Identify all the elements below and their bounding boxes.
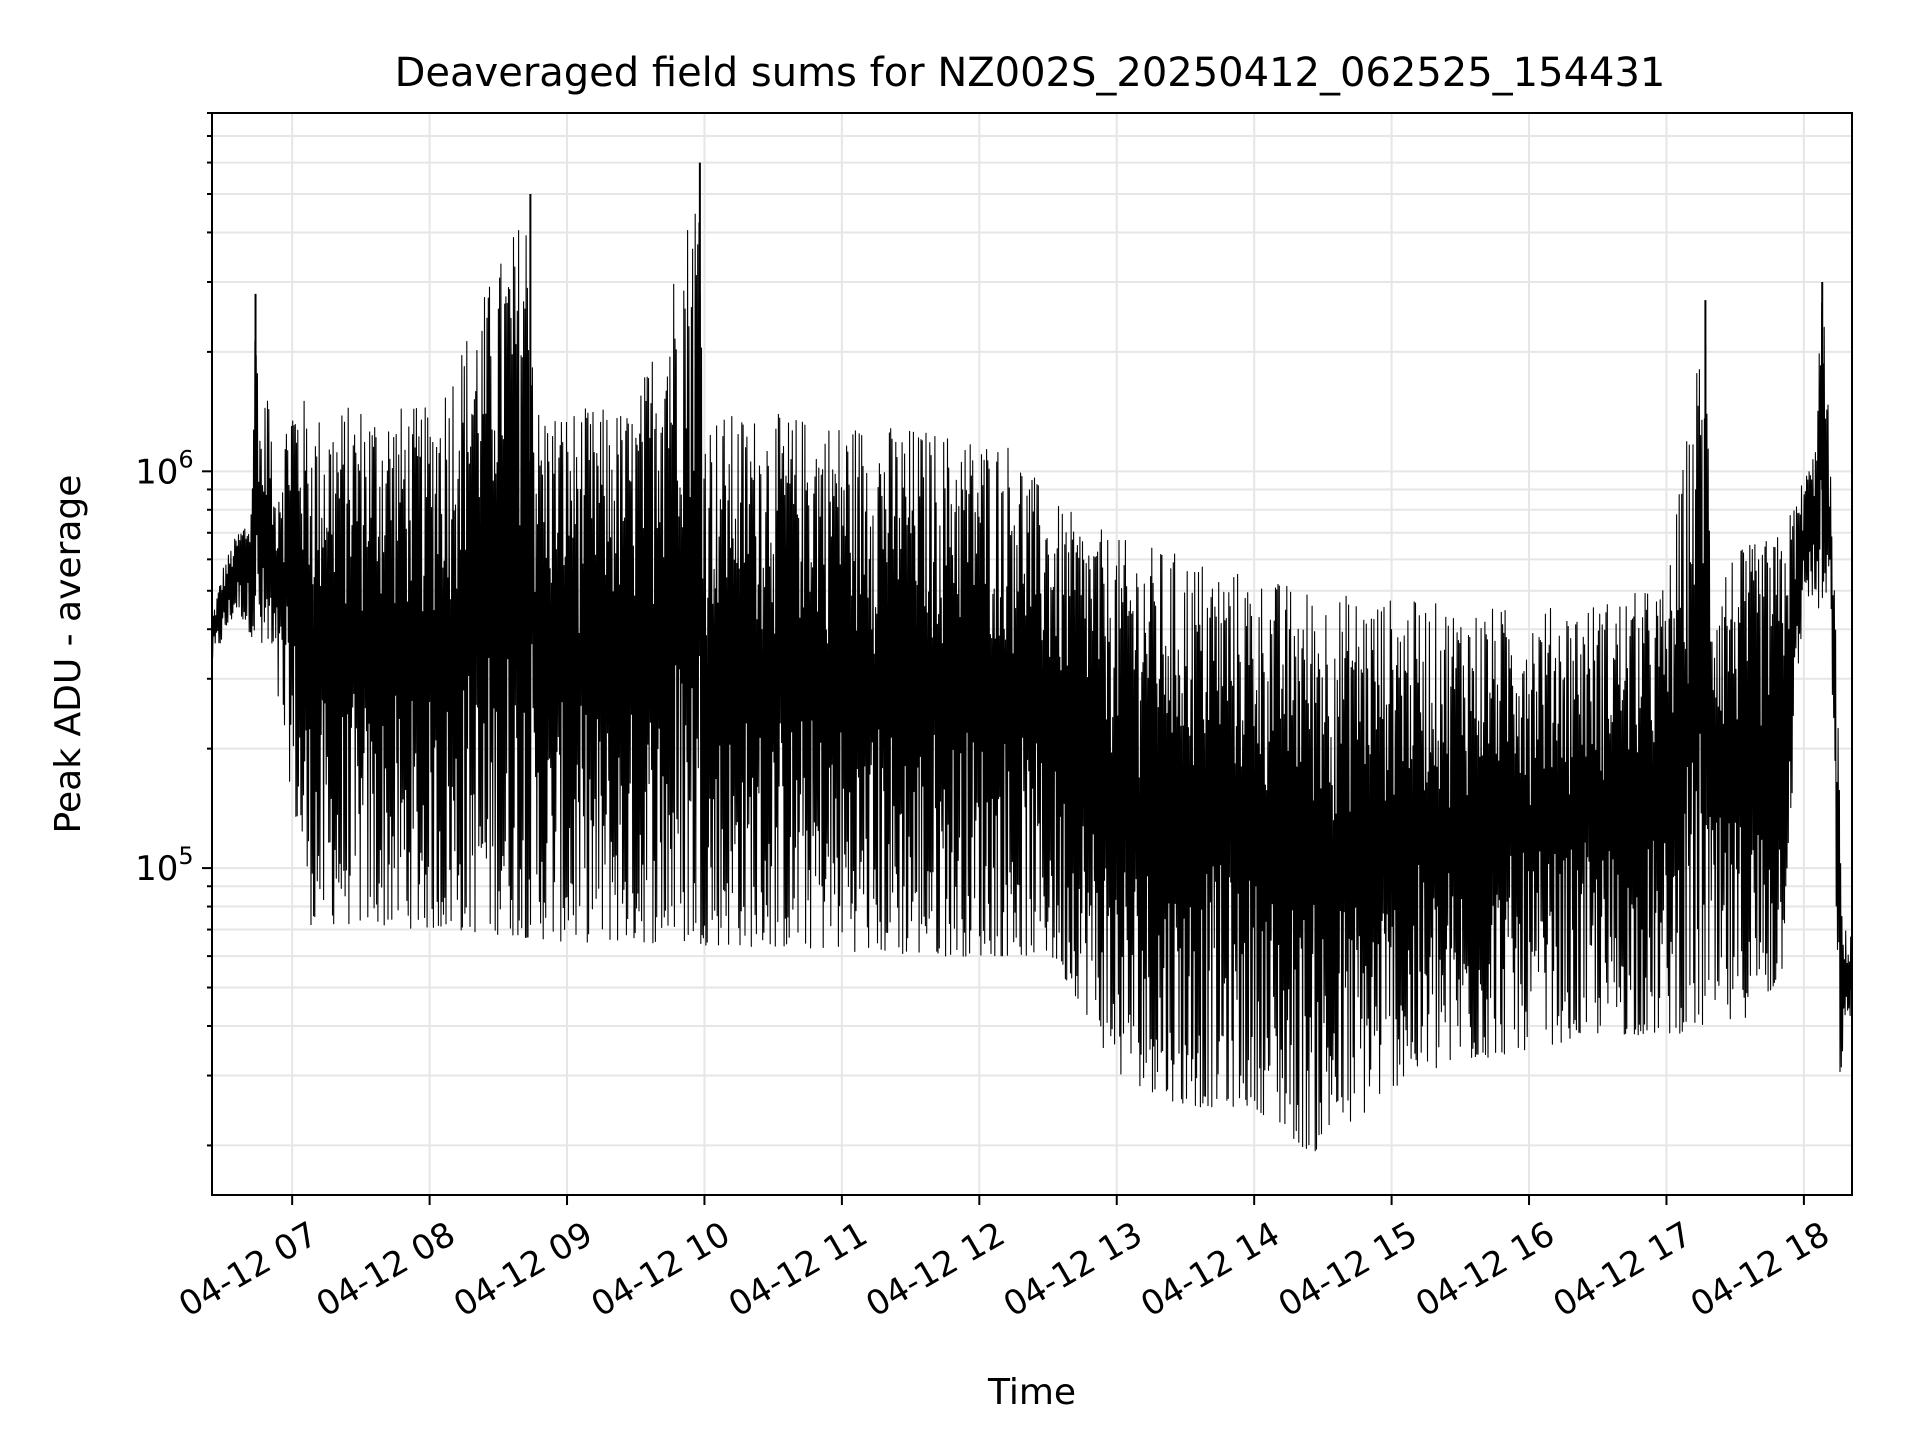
y-tick-mantissa: 10 <box>135 452 178 492</box>
x-tick-label: 04-12 09 <box>447 1214 599 1325</box>
x-tick-label: 04-12 18 <box>1684 1214 1836 1325</box>
x-tick-label: 04-12 08 <box>310 1214 462 1325</box>
x-axis-label: Time <box>987 1372 1076 1413</box>
y-tick-exponent: 5 <box>178 842 193 870</box>
x-tick-label: 04-12 07 <box>172 1214 324 1325</box>
x-tick-label: 04-12 12 <box>859 1214 1011 1325</box>
y-tick-label: 105 <box>135 842 194 889</box>
x-tick-label: 04-12 13 <box>997 1214 1149 1325</box>
x-tick-label: 04-12 16 <box>1409 1214 1561 1325</box>
x-tick-label: 04-12 17 <box>1547 1214 1699 1325</box>
y-tick-mantissa: 10 <box>135 849 178 889</box>
y-tick-label: 106 <box>135 445 194 492</box>
x-tick-label: 04-12 14 <box>1134 1214 1286 1325</box>
y-axis-label: Peak ADU - average <box>48 475 89 834</box>
series-layer <box>211 162 1853 1152</box>
chart-title: Deaveraged field sums for NZ002S_2025041… <box>395 50 1666 96</box>
x-tick-label: 04-12 15 <box>1272 1214 1424 1325</box>
plot-frame <box>211 112 1853 1196</box>
y-tick-exponent: 6 <box>178 445 193 473</box>
x-tick-label: 04-12 10 <box>585 1214 737 1325</box>
series-line <box>211 213 1853 1152</box>
x-tick-label: 04-12 11 <box>722 1214 874 1325</box>
